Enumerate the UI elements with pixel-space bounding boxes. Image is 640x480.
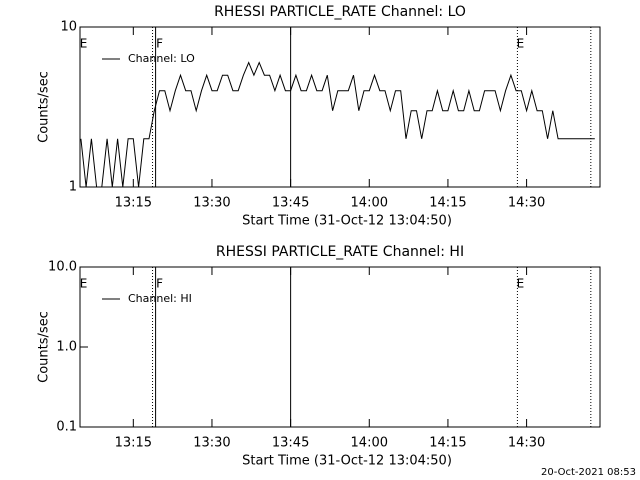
x-tick-label: 14:15 — [429, 436, 466, 451]
x-tick-label: 13:15 — [115, 196, 152, 211]
flag-label: E — [517, 277, 525, 291]
x-tick-label: 14:30 — [508, 196, 545, 211]
legend-label: Channel: LO — [128, 52, 195, 65]
y-tick-label: 1 — [69, 180, 77, 195]
plot-frame — [79, 26, 601, 188]
flag-label: E — [517, 37, 525, 51]
flag-label: E — [80, 277, 88, 291]
plot-frame — [79, 266, 601, 428]
x-tick-label: 14:00 — [351, 196, 388, 211]
y-tick-label: 10 — [60, 20, 77, 35]
x-tick-label: 13:15 — [115, 436, 152, 451]
y-axis-label: Counts/sec — [37, 311, 52, 383]
x-tick-label: 13:30 — [193, 196, 230, 211]
x-tick-label: 13:45 — [272, 436, 309, 451]
x-tick-label: 14:15 — [429, 196, 466, 211]
y-tick-label: 10.0 — [48, 260, 77, 275]
chart-title: RHESSI PARTICLE_RATE Channel: HI — [216, 244, 464, 260]
y-tick-label: 0.1 — [56, 420, 77, 435]
legend-label: Channel: HI — [128, 292, 192, 305]
timestamp: 20-Oct-2021 08:53 — [541, 467, 636, 478]
flag-label: E — [80, 37, 88, 51]
x-tick-label: 14:30 — [508, 436, 545, 451]
flag-label: F — [156, 277, 163, 291]
x-axis-label: Start Time (31-Oct-12 13:04:50) — [242, 214, 452, 229]
y-tick-label: 1.0 — [56, 340, 77, 355]
x-tick-label: 13:30 — [193, 436, 230, 451]
x-tick-label: 13:45 — [272, 196, 309, 211]
x-axis-label: Start Time (31-Oct-12 13:04:50) — [242, 454, 452, 469]
y-axis-label: Counts/sec — [37, 71, 52, 143]
flag-label: F — [156, 37, 163, 51]
x-tick-label: 14:00 — [351, 436, 388, 451]
data-line — [80, 61, 595, 188]
chart-title: RHESSI PARTICLE_RATE Channel: LO — [214, 4, 466, 20]
